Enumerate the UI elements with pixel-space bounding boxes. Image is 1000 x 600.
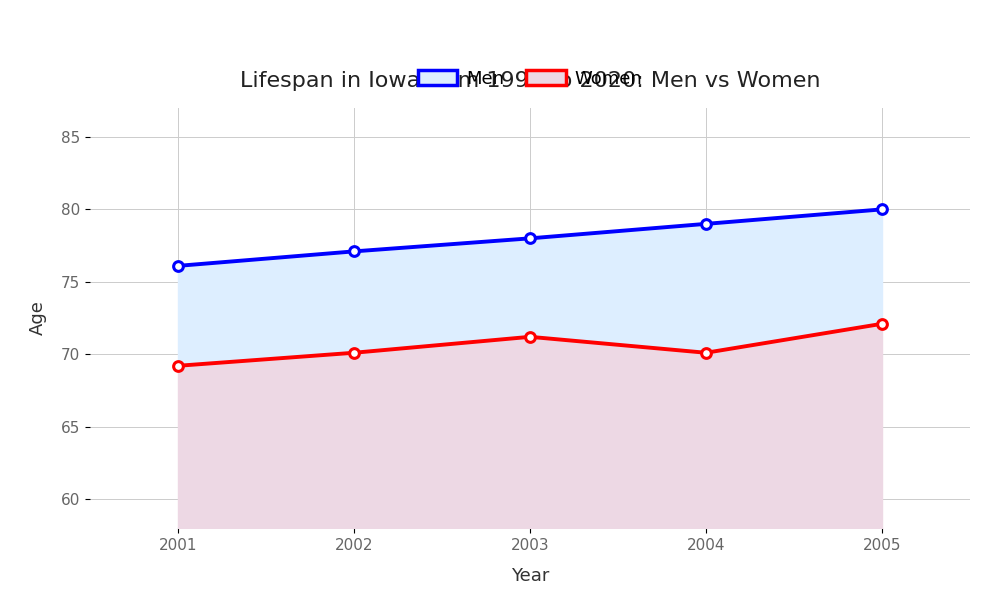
Title: Lifespan in Iowa from 1991 to 2020: Men vs Women: Lifespan in Iowa from 1991 to 2020: Men … (240, 71, 820, 91)
Y-axis label: Age: Age (29, 301, 47, 335)
Legend: Men, Women: Men, Women (410, 62, 650, 95)
X-axis label: Year: Year (511, 566, 549, 584)
